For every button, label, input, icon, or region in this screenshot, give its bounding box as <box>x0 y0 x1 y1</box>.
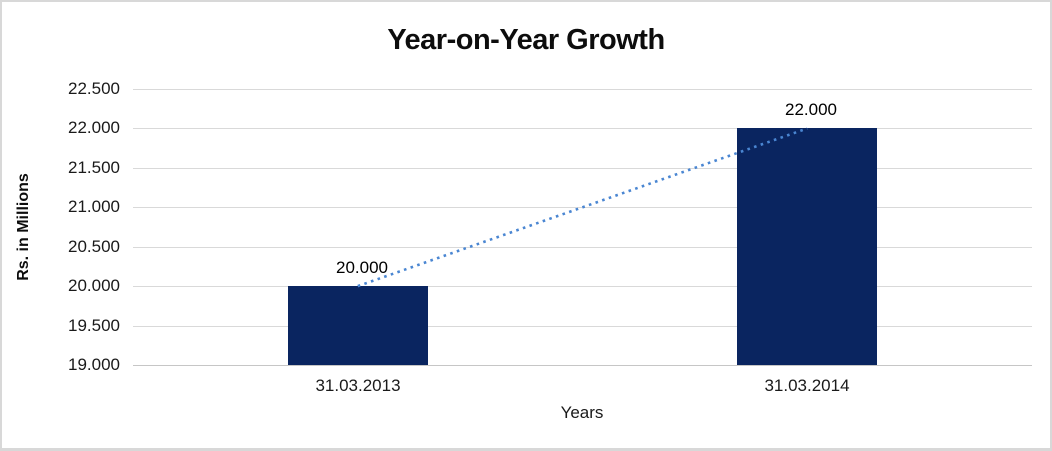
gridline <box>133 89 1032 90</box>
gridline <box>133 128 1032 129</box>
y-axis-title: Rs. in Millions <box>15 173 32 281</box>
y-tick-label: 20.500 <box>68 237 120 256</box>
x-tick-label: 31.03.2014 <box>764 376 850 395</box>
bar-31.03.2014[interactable] <box>737 128 877 365</box>
gridline <box>133 326 1032 327</box>
chart-title: Year-on-Year Growth <box>387 24 665 56</box>
y-tick-label: 19.500 <box>68 316 120 335</box>
bar-data-label: 20.000 <box>336 258 388 277</box>
x-tick-label: 31.03.2013 <box>315 376 401 395</box>
gridline <box>133 247 1032 248</box>
x-axis-title: Years <box>560 403 604 422</box>
gridline <box>133 365 1032 366</box>
y-tick-label: 22.500 <box>68 79 120 98</box>
gridline <box>133 168 1032 169</box>
bar-31.03.2013[interactable] <box>288 286 428 365</box>
y-tick-label: 19.000 <box>68 355 120 374</box>
bar-data-label: 22.000 <box>785 100 837 119</box>
y-tick-label: 20.000 <box>68 276 120 295</box>
y-tick-label: 22.000 <box>68 118 120 137</box>
y-tick-label: 21.000 <box>68 197 120 216</box>
gridline <box>133 286 1032 287</box>
y-tick-label: 21.500 <box>68 158 120 177</box>
gridline <box>133 207 1032 208</box>
